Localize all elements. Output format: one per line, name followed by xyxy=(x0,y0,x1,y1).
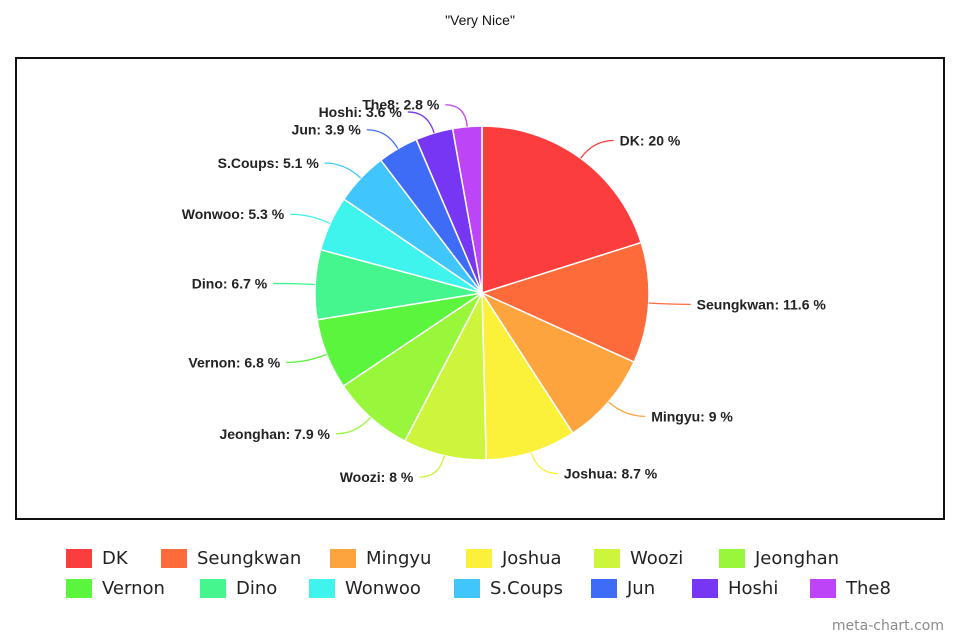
legend-label: S.Coups xyxy=(490,577,563,599)
legend-swatch xyxy=(161,548,187,568)
leader-line-jun xyxy=(366,129,399,150)
leader-line-woozi xyxy=(419,455,445,478)
legend-item-mingyu[interactable]: Mingyu xyxy=(330,546,431,570)
watermark: meta-chart.com xyxy=(831,618,944,634)
pie-chart: DK: 20 % Seungkwan: 11.6 % Mingyu: 9 % Josh… xyxy=(182,97,827,485)
legend-item-seungkwan[interactable]: Seungkwan xyxy=(161,546,301,570)
legend-label: The8 xyxy=(846,577,891,599)
pie-slices xyxy=(314,125,650,461)
legend-label: Woozi xyxy=(630,547,684,569)
legend-swatch xyxy=(466,548,492,568)
legend-swatch xyxy=(309,578,335,598)
chart-title: "Very Nice" xyxy=(445,12,515,28)
slice-labels: DK: 20 % Seungkwan: 11.6 % Mingyu: 9 % Josh… xyxy=(182,97,827,485)
legend-label: Mingyu xyxy=(366,547,432,569)
legend-swatch xyxy=(810,578,836,598)
slice-label-the8: The8: 2.8 % xyxy=(362,97,440,113)
legend-item-the8[interactable]: The8 xyxy=(810,576,891,600)
plot-area: DK: 20 % Seungkwan: 11.6 % Mingyu: 9 % Josh… xyxy=(15,57,945,520)
legend-item-hoshi[interactable]: Hoshi xyxy=(692,576,778,600)
legend-item-jun[interactable]: Jun xyxy=(591,576,655,600)
slice-label-s-coups: S.Coups: 5.1 % xyxy=(218,155,320,171)
legend-swatch xyxy=(719,548,745,568)
slice-label-seungkwan: Seungkwan: 11.6 % xyxy=(697,296,827,312)
legend-item-joshua[interactable]: Joshua xyxy=(466,546,562,570)
legend-label: Joshua xyxy=(502,547,562,569)
legend-item-jeonghan[interactable]: Jeonghan xyxy=(719,546,839,570)
leader-line-vernon xyxy=(286,353,327,364)
legend-label: Dino xyxy=(236,577,278,599)
legend-label: Wonwoo xyxy=(345,577,421,599)
legend-swatch xyxy=(66,578,92,598)
leader-line-dino xyxy=(273,282,316,286)
slice-label-dk: DK: 20 % xyxy=(620,133,681,149)
legend-swatch xyxy=(200,578,226,598)
legend-label: Seungkwan xyxy=(197,547,302,569)
legend-item-dk[interactable]: DK xyxy=(66,546,128,570)
leader-line-joshua xyxy=(530,452,558,475)
legend-item-vernon[interactable]: Vernon xyxy=(66,576,165,600)
slice-label-jeonghan: Jeonghan: 7.9 % xyxy=(219,426,330,442)
legend-swatch xyxy=(454,578,480,598)
slice-label-vernon: Vernon: 6.8 % xyxy=(188,354,280,370)
leader-line-wonwoo xyxy=(290,213,331,224)
legend-swatch xyxy=(66,548,92,568)
legend-swatch xyxy=(591,578,617,598)
pie-slice-dk[interactable] xyxy=(481,125,643,295)
slice-label-dino: Dino: 6.7 % xyxy=(192,275,268,291)
leader-line-s-coups xyxy=(324,162,362,179)
pie-slice-the8[interactable] xyxy=(451,125,483,294)
legend-swatch xyxy=(692,578,718,598)
leader-line-the8 xyxy=(445,104,468,127)
legend-label: Vernon xyxy=(102,577,165,599)
pie-slice-seungkwan[interactable] xyxy=(479,241,650,364)
legend-label: DK xyxy=(102,547,128,569)
legend-item-wonwoo[interactable]: Wonwoo xyxy=(309,576,421,600)
legend-label: Jun xyxy=(627,577,656,599)
leader-line-hoshi xyxy=(407,111,435,134)
legend-label: Jeonghan xyxy=(755,547,840,569)
pie-slice-joshua[interactable] xyxy=(481,290,574,461)
legend-label: Hoshi xyxy=(728,577,779,599)
leader-line-seungkwan xyxy=(648,302,691,305)
slice-label-wonwoo: Wonwoo: 5.3 % xyxy=(182,206,285,222)
leader-line-jeonghan xyxy=(335,417,372,435)
pie-slice-mingyu[interactable] xyxy=(479,291,636,435)
slice-label-hoshi: Hoshi: 3.6 % xyxy=(319,104,403,120)
legend-item-woozi[interactable]: Woozi xyxy=(594,546,683,570)
legend-swatch xyxy=(330,548,356,568)
leader-line-mingyu xyxy=(608,401,646,418)
slice-label-woozi: Woozi: 8 % xyxy=(340,469,414,485)
legend-item-dino[interactable]: Dino xyxy=(200,576,277,600)
legend-swatch xyxy=(594,548,620,568)
slice-label-mingyu: Mingyu: 9 % xyxy=(651,408,733,424)
slice-label-joshua: Joshua: 8.7 % xyxy=(564,466,658,482)
slice-label-jun: Jun: 3.9 % xyxy=(292,122,362,138)
leader-line-dk xyxy=(580,139,614,159)
legend-item-s-coups[interactable]: S.Coups xyxy=(454,576,563,600)
